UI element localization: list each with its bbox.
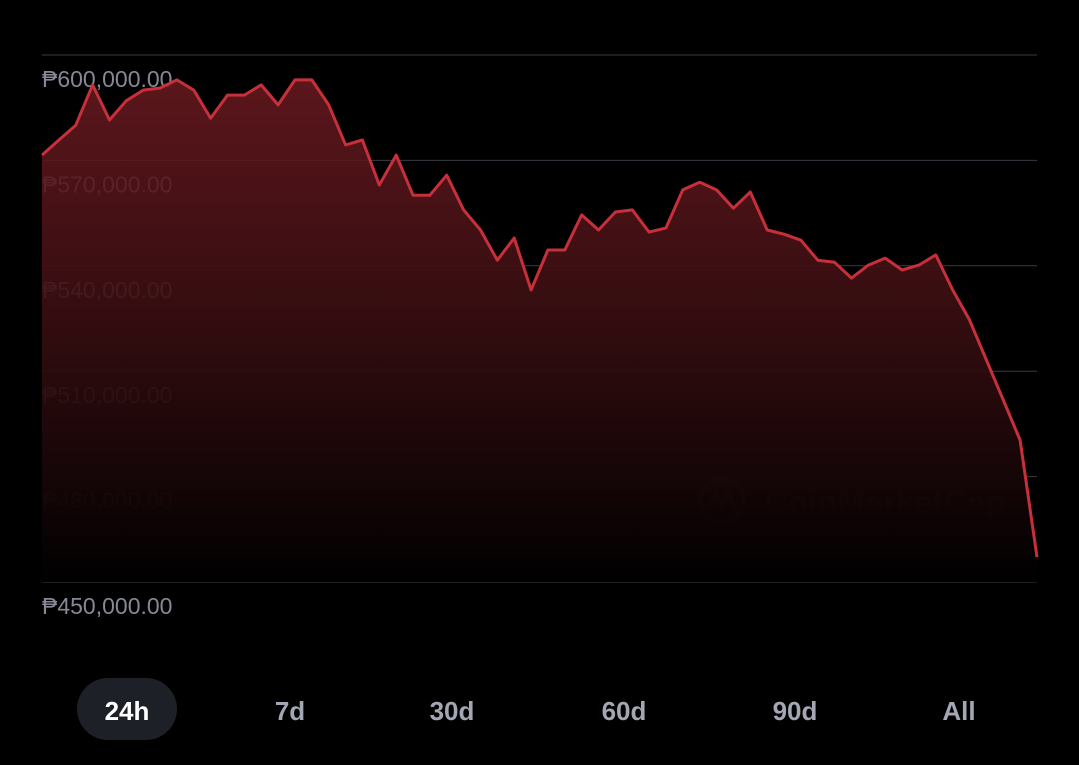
y-tick-label: ₱450,000.00	[42, 593, 172, 619]
area	[42, 79, 1037, 583]
tab[interactable]: 30d	[430, 696, 475, 726]
tab-selected-bg	[77, 678, 177, 740]
tab[interactable]: 24h	[105, 696, 150, 726]
tab[interactable]: 7d	[275, 696, 305, 726]
price-line	[41, 78, 1039, 558]
tab[interactable]: All	[942, 696, 975, 726]
tab[interactable]: 60d	[602, 696, 647, 726]
tab[interactable]: 90d	[773, 696, 818, 726]
